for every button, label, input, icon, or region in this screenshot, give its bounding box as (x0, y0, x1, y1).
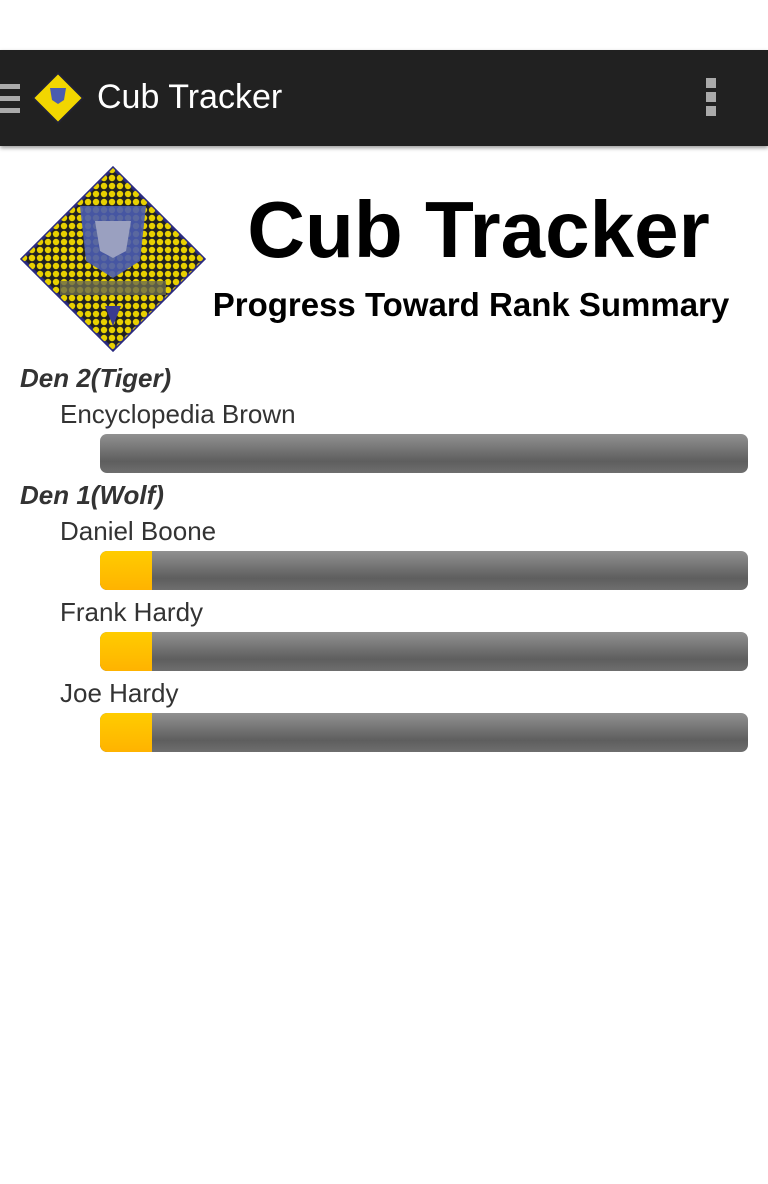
hamburger-icon[interactable] (0, 84, 20, 120)
rank-progress-bar (100, 632, 748, 671)
cub-scout-logo (20, 166, 206, 352)
scout-name[interactable]: Daniel Boone (60, 516, 217, 546)
progress-fill (100, 551, 152, 590)
rank-progress-bar (100, 434, 748, 473)
action-bar: Cub Tracker (0, 50, 768, 146)
status-bar (0, 0, 768, 50)
app-title: Cub Tracker (97, 78, 283, 116)
progress-fill (100, 632, 152, 671)
cub-scout-logo-icon[interactable] (32, 72, 84, 124)
scout-name[interactable]: Joe Hardy (60, 678, 179, 708)
scout-name[interactable]: Encyclopedia Brown (60, 399, 296, 429)
scout-name[interactable]: Frank Hardy (60, 597, 204, 627)
progress-fill (100, 713, 152, 752)
page-title: Cub Tracker (247, 185, 710, 274)
den-header: Den 2(Tiger) (20, 363, 172, 393)
overflow-menu-icon[interactable] (706, 78, 716, 120)
den-header: Den 1(Wolf) (20, 480, 164, 510)
rank-progress-bar (100, 713, 748, 752)
rank-progress-bar (100, 551, 748, 590)
page-subtitle: Progress Toward Rank Summary (212, 286, 730, 323)
den-list: Den 2(Tiger) Encyclopedia Brown Den 1(Wo… (20, 360, 748, 756)
